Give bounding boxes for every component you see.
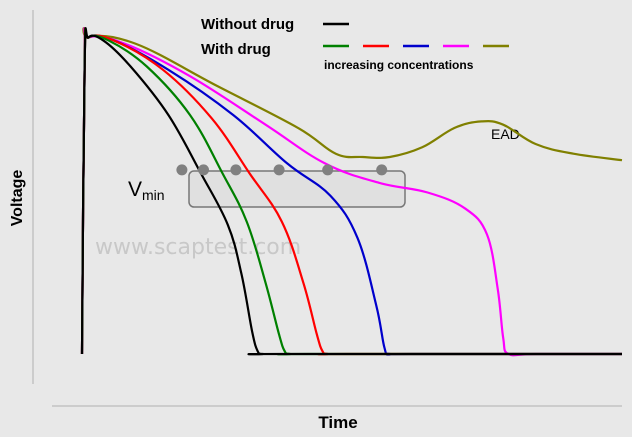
legend: Without drug With drug increasing concen… xyxy=(201,16,509,72)
vmin-box xyxy=(188,170,406,208)
ead-label: EAD xyxy=(491,126,520,142)
y-axis-label: Voltage xyxy=(9,170,26,227)
legend-label-with-drug: With drug xyxy=(201,41,271,58)
vmin-point xyxy=(230,164,242,176)
vmin-point xyxy=(376,164,388,176)
vmin-point xyxy=(273,164,285,176)
vmin-label-main: V xyxy=(128,178,142,201)
series-line-0 xyxy=(80,27,622,356)
vmin-point xyxy=(322,164,334,176)
vmin-point xyxy=(176,164,188,176)
x-axis-label: Time xyxy=(318,413,357,432)
vmin-point xyxy=(198,164,209,176)
legend-label-without-drug: Without drug xyxy=(201,16,294,33)
legend-note: increasing concentrations xyxy=(324,58,474,72)
watermark: www.scaptest.com xyxy=(95,235,301,260)
series-layer xyxy=(80,27,623,357)
vmin-label-sub: min xyxy=(142,187,165,203)
vmin-label: Vmin xyxy=(128,178,165,203)
legend-swatches xyxy=(323,22,509,48)
vmin-points xyxy=(176,164,388,176)
